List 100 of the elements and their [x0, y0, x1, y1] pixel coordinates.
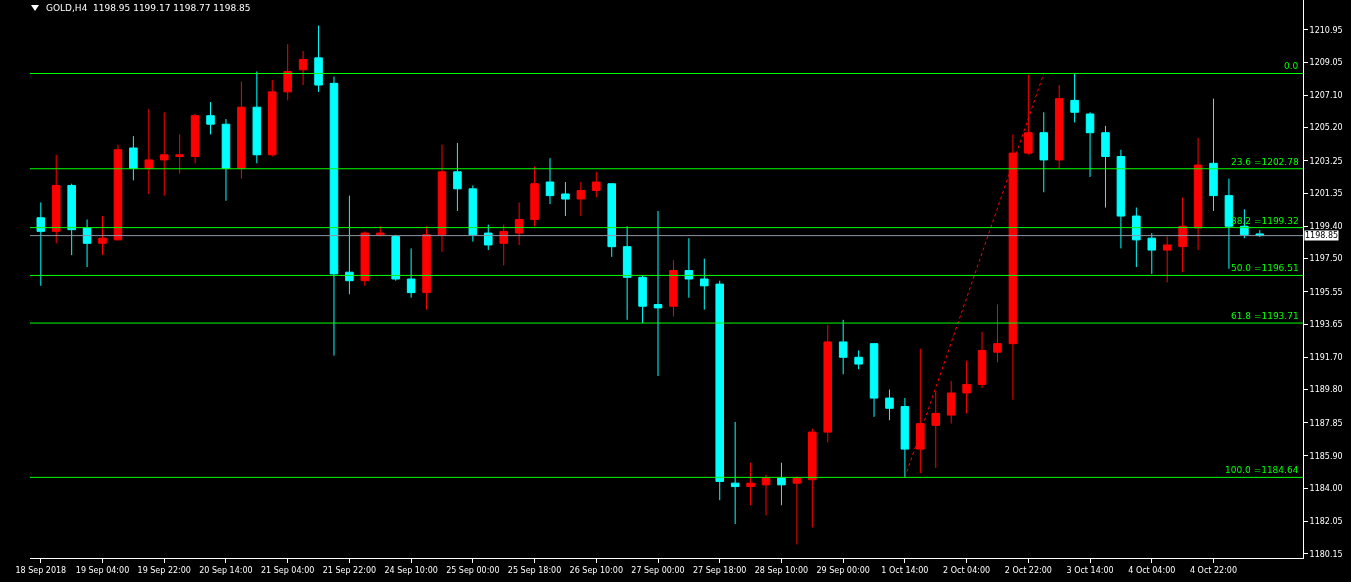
candlestick	[468, 184, 478, 243]
candlestick	[206, 101, 215, 135]
candlestick	[792, 475, 802, 545]
x-tick-label: 18 Sep 2018	[15, 565, 67, 575]
x-tick-label: 2 Oct 22:00	[1004, 565, 1052, 575]
candlestick	[962, 360, 971, 414]
candlestick	[1085, 111, 1095, 178]
candlestick	[360, 230, 370, 287]
candlestick	[36, 201, 46, 287]
candlestick	[669, 259, 678, 317]
x-tick-label: 19 Sep 22:00	[137, 565, 191, 575]
candlestick	[746, 462, 755, 506]
candlestick	[283, 43, 292, 101]
y-tick-label: 1209.05	[1309, 57, 1343, 67]
candlestick	[514, 201, 524, 246]
y-tick-label: 1195.55	[1309, 287, 1343, 297]
x-tick-label: 20 Sep 14:00	[199, 565, 253, 575]
candlestick	[561, 181, 570, 217]
candlestick	[159, 111, 169, 197]
candlestick	[1008, 133, 1018, 401]
candlestick	[838, 319, 848, 375]
candlestick	[1193, 137, 1203, 251]
y-tick-label: 1193.65	[1309, 319, 1343, 329]
candlestick	[777, 462, 786, 506]
candlestick	[823, 324, 833, 443]
ref-line-label: 50.0 =1196.51	[1231, 263, 1299, 273]
candlestick	[406, 247, 416, 299]
chart-title: GOLD,H4 1198.95 1199.17 1198.77 1198.85	[46, 3, 251, 13]
candlestick	[499, 224, 508, 266]
y-tick-label: 1185.90	[1309, 451, 1343, 461]
ref-line-label: 1198.85	[1305, 231, 1339, 240]
candlestick	[1070, 72, 1079, 123]
x-tick-label: 2 Oct 04:00	[943, 565, 991, 575]
candlestick	[345, 195, 354, 295]
candlestick	[854, 349, 863, 370]
x-tick-label: 19 Sep 04:00	[75, 565, 130, 575]
candlestick	[422, 225, 431, 311]
candlestick	[221, 118, 231, 202]
ref-line-label: 23.6 =1202.78	[1231, 157, 1299, 167]
candlestick	[1178, 196, 1187, 273]
candlestick	[1101, 125, 1110, 209]
x-tick-label: 21 Sep 22:00	[322, 565, 377, 575]
y-tick-label: 1203.25	[1309, 156, 1343, 166]
candlestick	[1209, 98, 1218, 212]
x-tick-label: 24 Sep 10:00	[384, 565, 438, 575]
y-tick-label: 1207.10	[1309, 91, 1343, 101]
x-tick-label: 25 Sep 18:00	[507, 565, 562, 575]
x-tick-label: 27 Sep 18:00	[693, 565, 747, 575]
candlestick	[977, 331, 987, 389]
candlestick	[82, 218, 92, 268]
candlestick	[900, 397, 910, 478]
x-tick-label: 29 Sep 00:00	[816, 565, 870, 575]
x-tick-label: 4 Oct 22:00	[1189, 565, 1238, 575]
candlestick	[437, 144, 447, 253]
candlestick	[453, 142, 462, 212]
candlestick	[622, 225, 632, 321]
y-tick-label: 1189.80	[1309, 385, 1343, 395]
candlestick	[298, 50, 308, 86]
candlestick	[638, 275, 647, 324]
candlestick	[484, 224, 493, 251]
candlestick	[129, 135, 138, 181]
candlestick	[916, 348, 925, 474]
candlestick	[808, 428, 817, 528]
candlestick	[715, 280, 725, 501]
candlestick	[314, 25, 323, 93]
candlestick	[252, 70, 262, 164]
y-tick-label: 1191.70	[1309, 353, 1343, 363]
x-tick-label: 4 Oct 04:00	[1128, 565, 1176, 575]
y-tick-label: 1184.00	[1309, 484, 1343, 494]
y-tick-label: 1205.20	[1309, 123, 1343, 133]
candlestick	[175, 133, 184, 175]
x-tick-label: 21 Sep 04:00	[260, 565, 315, 575]
candlestick	[67, 183, 76, 256]
y-tick-label: 1210.95	[1309, 25, 1343, 35]
y-tick-label: 1182.05	[1309, 517, 1343, 527]
candlestick	[98, 215, 107, 256]
candlestick	[375, 225, 385, 237]
candlestick	[530, 166, 539, 227]
x-tick-label: 3 Oct 14:00	[1066, 565, 1114, 575]
ref-line-label: 100.0 =1184.64	[1225, 465, 1299, 475]
candlestick	[607, 183, 616, 258]
candlestick	[885, 389, 894, 421]
candlestick	[1132, 207, 1141, 268]
x-tick-label: 25 Sep 00:00	[446, 565, 500, 575]
ref-line-label: 61.8 =1193.71	[1231, 311, 1299, 321]
candlestick	[113, 144, 123, 241]
y-tick-label: 1187.85	[1309, 418, 1343, 428]
candlestick	[267, 79, 277, 158]
candlestick	[946, 380, 956, 425]
y-tick-label: 1199.40	[1309, 222, 1343, 232]
candlestick	[993, 304, 1002, 363]
candlestick	[329, 76, 339, 357]
candlestick	[931, 390, 941, 469]
candlestick	[576, 181, 586, 217]
candlestick	[761, 474, 771, 516]
candlestick	[545, 157, 555, 205]
candlestick	[51, 154, 61, 244]
candlestick	[237, 81, 246, 180]
candlestick	[1162, 235, 1172, 283]
candlestick	[1054, 84, 1064, 169]
